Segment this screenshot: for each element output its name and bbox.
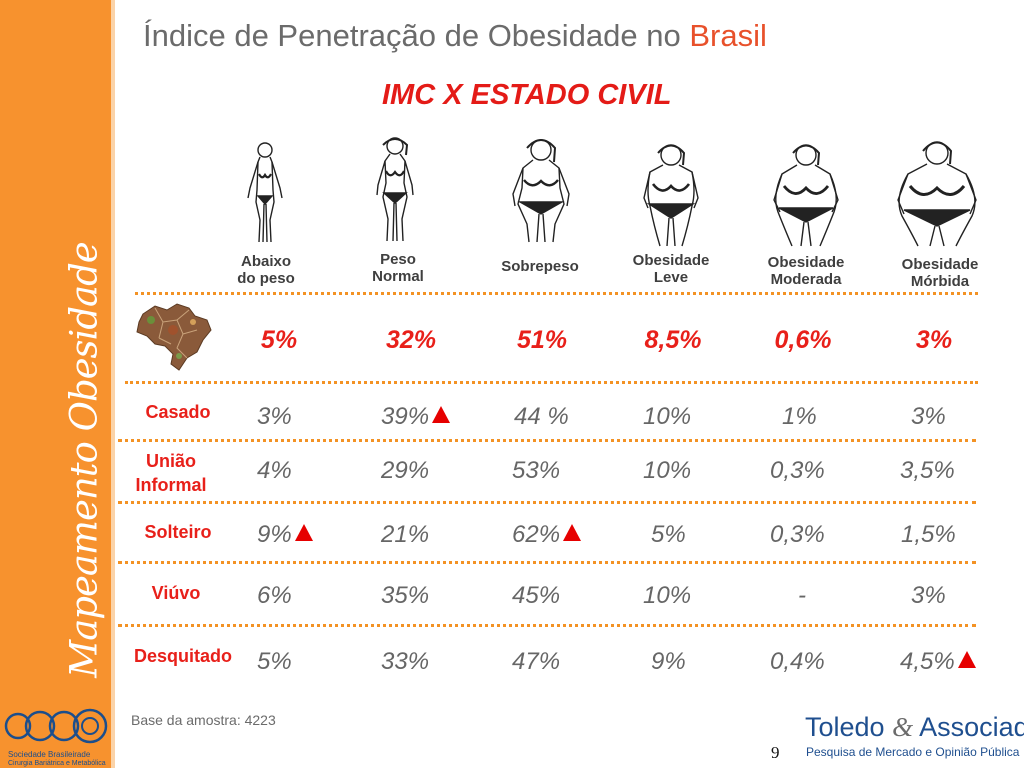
figure-moderate-obesity-icon xyxy=(768,140,844,250)
table-cell: 4,5% xyxy=(900,648,976,676)
table-cell: 3% xyxy=(911,403,946,430)
table-cell: 3% xyxy=(257,403,292,430)
figure-underweight-icon xyxy=(243,140,287,245)
brazil-map-icon xyxy=(133,300,213,377)
table-cell: 44 % xyxy=(514,403,569,430)
table-cell: 10% xyxy=(643,403,692,430)
dotted-divider xyxy=(118,561,976,564)
category-label: Obesidade Mórbida xyxy=(901,256,979,290)
row-label-viuvo: Viúvo xyxy=(151,583,201,603)
brazil-total-value: 3% xyxy=(915,326,953,354)
sbcbm-logo: Sociedade Brasileirade Cirurgia Bariátri… xyxy=(4,706,114,768)
figure-mild-obesity-icon xyxy=(638,140,704,250)
title-accent: Brasil xyxy=(689,18,767,53)
toledo-tagline: Pesquisa de Mercado e Opinião Pública xyxy=(806,745,1020,759)
brazil-total-value: 0,6% xyxy=(774,326,832,354)
table-cell: 1% xyxy=(782,403,817,430)
dotted-divider xyxy=(118,439,976,442)
table-cell: 6% xyxy=(257,582,292,609)
sidebar-edge xyxy=(111,0,115,768)
table-cell: 39% xyxy=(381,403,451,431)
table-cell: 62% xyxy=(512,521,582,549)
sbcbm-line1: Sociedade Brasileirade xyxy=(8,750,91,759)
table-cell: 47% xyxy=(512,648,561,675)
row-label-desquitado: Desquitado xyxy=(133,646,233,666)
table-cell: 9% xyxy=(257,521,313,549)
sbcbm-mark-icon xyxy=(4,708,108,744)
table-cell: 5% xyxy=(257,648,292,675)
table-cell: 5% xyxy=(651,521,686,548)
table-cell: 0,3% xyxy=(770,457,825,484)
sidebar-vertical-title: Mapeamento Obesidade xyxy=(62,242,106,678)
toledo-logo: Toledo & Associados xyxy=(805,712,1024,742)
figure-overweight-icon xyxy=(507,136,575,246)
category-label: Sobrepeso xyxy=(501,258,579,275)
table-cell: 0,3% xyxy=(770,521,825,548)
figure-morbid-obesity-icon xyxy=(894,136,980,250)
dotted-divider xyxy=(125,381,978,384)
table-cell: 10% xyxy=(643,582,692,609)
increase-arrow-icon xyxy=(957,651,976,668)
brazil-total-value: 32% xyxy=(385,326,437,354)
table-cell: 1,5% xyxy=(901,521,956,548)
sidebar-band xyxy=(0,0,111,768)
sbcbm-line2: Cirurgia Bariátrica e Metabólica xyxy=(8,760,106,767)
title-main: Índice de Penetração de Obesidade no xyxy=(143,18,681,53)
table-cell: 9% xyxy=(651,648,686,675)
page-subtitle: IMC X ESTADO CIVIL xyxy=(382,79,672,111)
dotted-divider xyxy=(118,624,976,627)
category-label: Obesidade Leve xyxy=(632,252,710,286)
table-cell: 21% xyxy=(381,521,430,548)
increase-arrow-icon xyxy=(294,524,313,541)
table-cell: 45% xyxy=(512,582,561,609)
sample-base-note: Base da amostra: 4223 xyxy=(131,712,276,728)
increase-arrow-icon xyxy=(432,406,451,423)
category-label: Peso Normal xyxy=(372,251,424,285)
brazil-total-value: 51% xyxy=(516,326,568,354)
table-cell: 33% xyxy=(381,648,430,675)
row-label-uniao-informal: União Informal xyxy=(135,451,207,495)
category-label: Abaixo do peso xyxy=(237,253,295,287)
row-label-casado: Casado xyxy=(145,402,211,422)
page-title: Índice de Penetração de Obesidade no Bra… xyxy=(143,18,767,54)
table-cell: - xyxy=(798,582,806,609)
dotted-divider xyxy=(118,501,976,504)
table-cell: 53% xyxy=(512,457,561,484)
table-cell: 35% xyxy=(381,582,430,609)
table-cell: 4% xyxy=(257,457,292,484)
brazil-total-value: 8,5% xyxy=(644,326,702,354)
increase-arrow-icon xyxy=(563,524,582,541)
dotted-divider xyxy=(135,292,978,295)
page-number: 9 xyxy=(771,743,780,762)
brazil-total-value: 5% xyxy=(260,326,298,354)
table-cell: 10% xyxy=(643,457,692,484)
row-label-solteiro: Solteiro xyxy=(144,522,212,542)
category-label: Obesidade Moderada xyxy=(767,254,845,288)
table-cell: 0,4% xyxy=(770,648,825,675)
figure-normal-weight-icon xyxy=(372,135,418,245)
table-cell: 3,5% xyxy=(900,457,955,484)
table-cell: 29% xyxy=(381,457,430,484)
table-cell: 3% xyxy=(911,582,946,609)
